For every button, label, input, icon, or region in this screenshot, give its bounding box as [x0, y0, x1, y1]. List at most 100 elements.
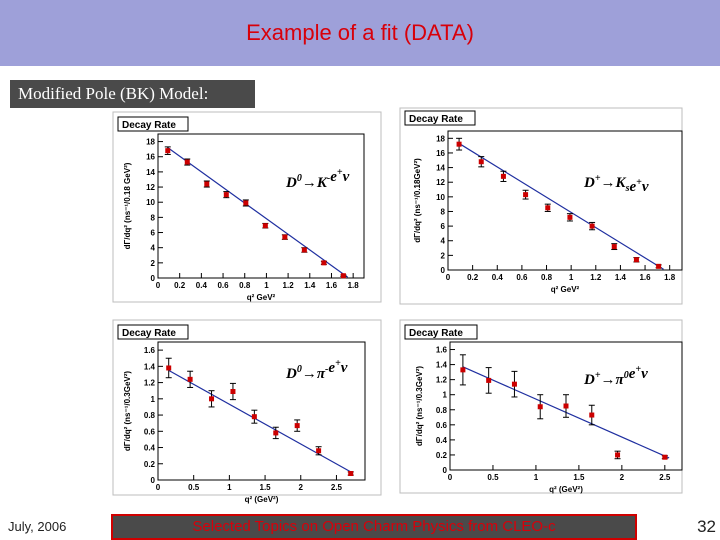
data-point [567, 214, 573, 220]
x-tick-label: 0.8 [541, 273, 553, 282]
x-tick-label: 1.8 [664, 273, 676, 282]
y-tick-label: 6 [151, 229, 156, 238]
x-tick-label: 2 [620, 473, 625, 482]
x-tick-label: 2 [299, 483, 304, 492]
reaction-label: D0→π-e+ν [285, 358, 348, 382]
x-axis-label: q² (GeV²) [549, 485, 583, 494]
x-tick-label: 0.6 [217, 281, 229, 290]
y-tick-label: 18 [146, 138, 155, 147]
y-tick-label: 10 [436, 193, 445, 202]
page-number: 32 [697, 517, 716, 536]
data-point [294, 423, 300, 429]
y-axis-label: dΓ/dq² (ns⁻¹/0.3GeV²) [123, 371, 132, 451]
x-tick-label: 0.6 [516, 273, 528, 282]
x-tick-label: 1 [227, 483, 232, 492]
y-tick-label: 14 [436, 164, 445, 173]
data-point [537, 404, 543, 410]
y-axis-label: dΓ/dq² (ns⁻¹/0.18GeV²) [413, 158, 422, 243]
y-tick-label: 0.2 [144, 460, 156, 469]
chart-2: Decay Rate 0 2 4 6 8 10 12 14 16 18 0 0.2 0.4 0.6 0.8 1 1… [399, 107, 683, 305]
y-axis-label: dΓ/dq² (ns⁻¹/0.18 GeV²) [123, 162, 132, 249]
y-tick-label: 12 [436, 178, 445, 187]
fit-line [167, 147, 349, 278]
x-tick-label: 2.5 [331, 483, 343, 492]
x-tick-label: 1.6 [639, 273, 651, 282]
data-point [348, 471, 354, 477]
data-point [230, 389, 236, 395]
footer-conference: Selected Topics on Open Charm Physics fr… [111, 514, 637, 540]
x-tick-label: 1.6 [326, 281, 338, 290]
data-point [187, 376, 193, 382]
chart-title-box [117, 324, 189, 340]
x-tick-label: 0.2 [174, 281, 186, 290]
data-point [523, 192, 529, 198]
plot-frame [447, 130, 683, 271]
x-tick-label: 1.2 [283, 281, 295, 290]
data-point [511, 381, 517, 387]
x-tick-label: 1.5 [573, 473, 585, 482]
data-point [282, 234, 288, 240]
x-tick-label: 1.2 [590, 273, 602, 282]
x-tick-label: 0 [446, 273, 451, 282]
y-tick-label: 1.2 [144, 379, 156, 388]
model-label: Modified Pole (BK) Model: [10, 80, 255, 108]
reaction-label: D0→K-e+ν [285, 167, 350, 191]
y-tick-label: 0.2 [436, 451, 448, 460]
x-tick-label: 0 [156, 281, 161, 290]
y-tick-label: 8 [151, 213, 156, 222]
x-tick-label: 1.8 [348, 281, 360, 290]
y-tick-label: 4 [151, 244, 156, 253]
x-tick-label: 0.5 [487, 473, 499, 482]
y-tick-label: 18 [436, 134, 445, 143]
chart-3: Decay Rate 0 0.2 0.4 0.6 0.8 1 1.2 1.4 1.6 0 0.5 1 1.… [112, 319, 382, 504]
data-point [165, 148, 171, 154]
data-point [563, 403, 569, 409]
data-point [478, 159, 484, 165]
y-tick-label: 0 [443, 466, 448, 475]
data-point [184, 159, 190, 165]
data-point [656, 263, 662, 269]
data-point [615, 452, 621, 458]
y-tick-label: 0.8 [144, 411, 156, 420]
slide-title: Example of a fit (DATA) [246, 20, 474, 45]
y-tick-label: 6 [441, 222, 446, 231]
y-tick-label: 16 [146, 153, 155, 162]
data-point [662, 454, 668, 460]
data-point [456, 141, 462, 147]
y-tick-label: 0.4 [436, 436, 448, 445]
x-tick-label: 0.4 [196, 281, 208, 290]
y-tick-label: 1 [443, 391, 448, 400]
y-tick-label: 1.6 [144, 346, 156, 355]
chart-title: Decay Rate [122, 120, 176, 131]
y-tick-label: 8 [441, 207, 446, 216]
y-tick-label: 0.4 [144, 444, 156, 453]
data-point [223, 192, 229, 198]
y-tick-label: 1 [151, 395, 156, 404]
plot-frame [157, 133, 365, 279]
y-axis-label: dΓ/dq² (ns⁻¹/0.3GeV²) [415, 366, 424, 446]
y-tick-label: 2 [151, 259, 156, 268]
chart-title-box [404, 324, 478, 340]
y-tick-label: 14 [146, 168, 155, 177]
y-tick-label: 1.4 [144, 362, 156, 371]
y-tick-label: 4 [441, 237, 446, 246]
x-tick-label: 1 [569, 273, 574, 282]
x-tick-label: 0.4 [492, 273, 504, 282]
data-point [301, 247, 307, 253]
data-point [633, 257, 639, 263]
x-tick-label: 1.4 [304, 281, 316, 290]
x-tick-label: 2.5 [659, 473, 671, 482]
data-point [243, 200, 249, 206]
data-point [486, 377, 492, 383]
y-tick-label: 0 [151, 274, 156, 283]
y-tick-label: 0 [441, 266, 446, 275]
x-tick-label: 1.4 [615, 273, 627, 282]
y-tick-label: 0.6 [436, 421, 448, 430]
data-point [209, 396, 215, 402]
x-tick-label: 0.5 [188, 483, 200, 492]
data-point [500, 173, 506, 179]
x-tick-label: 0.8 [239, 281, 251, 290]
y-tick-label: 1.6 [436, 346, 448, 355]
data-point [166, 365, 172, 371]
y-tick-label: 16 [436, 149, 445, 158]
